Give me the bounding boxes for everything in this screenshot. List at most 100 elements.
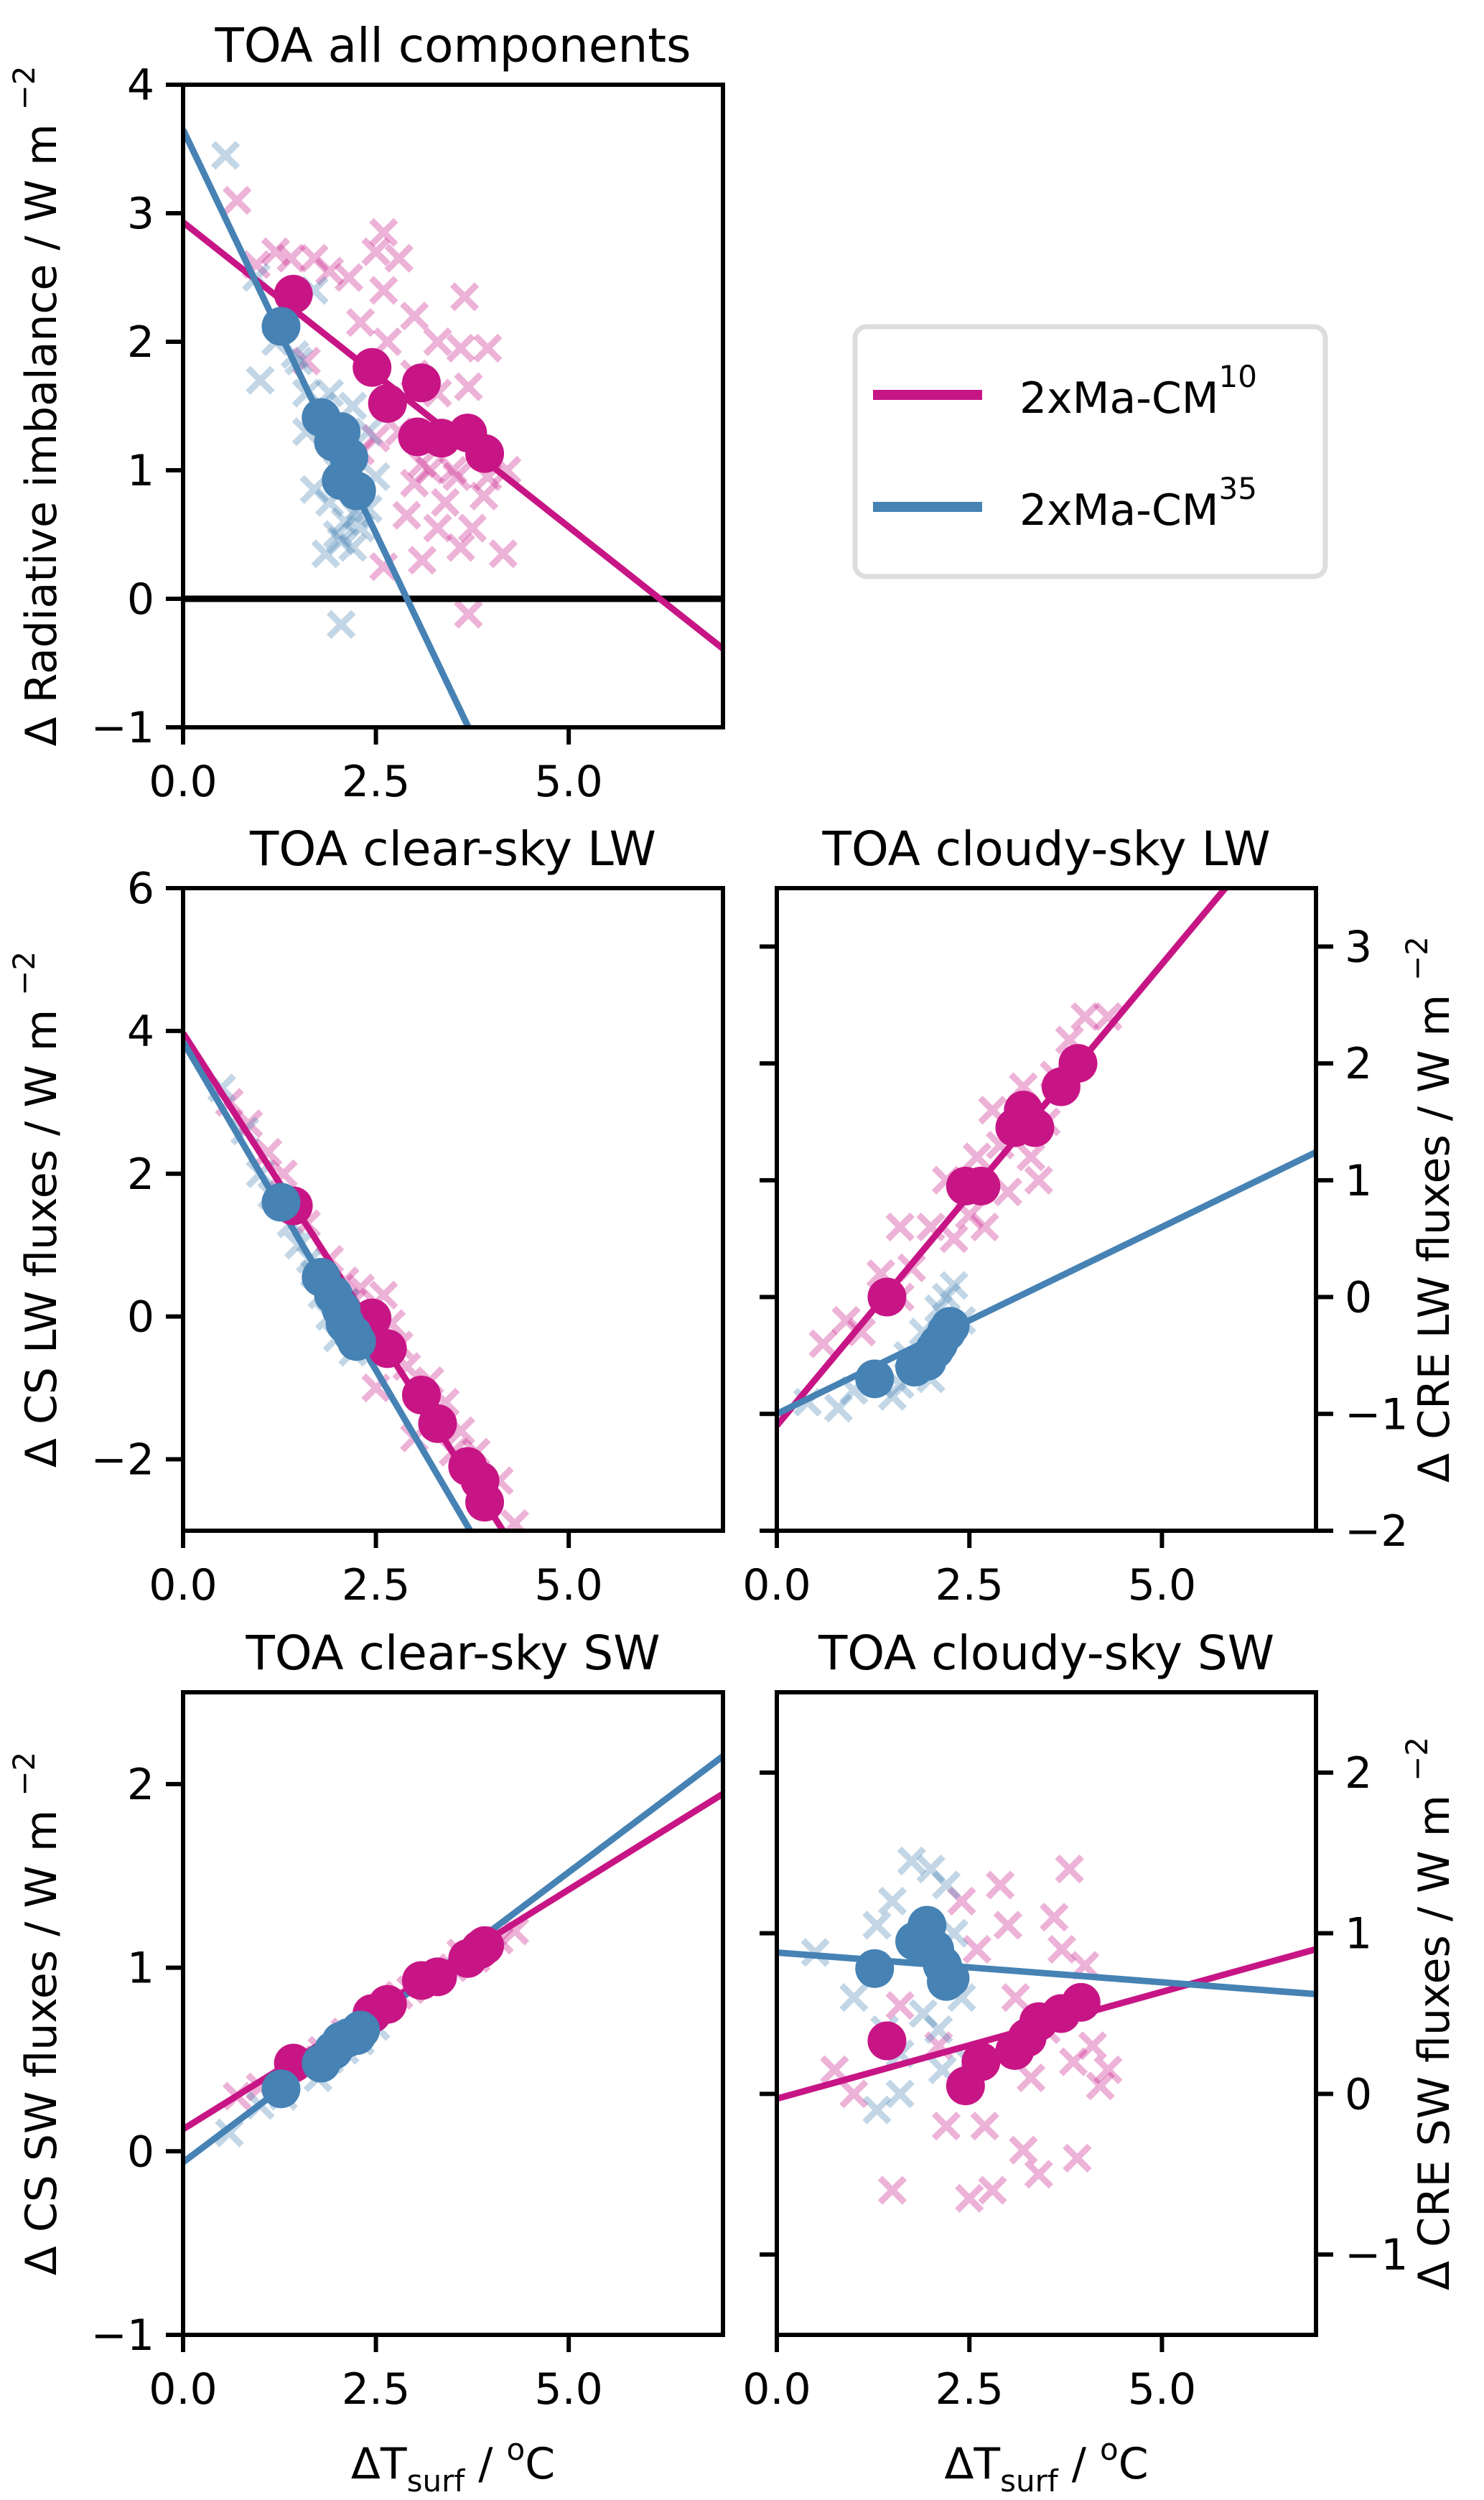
member-cross: [839, 2079, 869, 2109]
member-cross: [299, 243, 329, 273]
member-cross: [823, 1393, 854, 1423]
fit-line-pink: [183, 1031, 508, 1531]
member-cross: [223, 185, 252, 215]
member-cross: [978, 2175, 1007, 2205]
member-cross: [353, 417, 383, 447]
mean-point: [1015, 1108, 1055, 1147]
member-cross: [369, 276, 398, 305]
y-axis-label: Δ CRE LW fluxes / W m −2: [1399, 936, 1460, 1483]
y-tick-label: 3: [127, 189, 154, 239]
member-cross: [862, 1911, 892, 1940]
member-cross: [985, 1870, 1015, 1900]
member-cross: [473, 333, 503, 363]
y-tick-label: 2: [127, 1760, 154, 1810]
member-cross: [234, 1109, 263, 1139]
panel-toa-clear-lw: 0.0 2.5 5.0 −2 0 2 4 6 TOA clear-sky LW Δ CS LW f…: [6, 821, 725, 1610]
mean-point: [465, 1483, 505, 1522]
mean-point: [465, 434, 505, 473]
member-cross: [885, 2079, 915, 2109]
member-cross: [947, 1886, 976, 1916]
y-tick-label: 4: [127, 1007, 154, 1057]
mean-point: [930, 1959, 970, 1998]
mean-point: [465, 1926, 505, 1965]
y-axis-label-sup: −2: [6, 65, 42, 110]
member-cross: [1047, 1934, 1077, 1964]
fit-line-pink: [777, 888, 1230, 1428]
mean-point: [341, 2010, 381, 2050]
mean-point: [961, 2042, 1001, 2081]
member-cross: [500, 1508, 530, 1531]
mean-point: [418, 1957, 457, 1997]
y-axis-label-sup: −2: [6, 951, 42, 996]
means-blue: [261, 2010, 381, 2109]
member-cross: [438, 455, 468, 485]
axes-frame: [181, 886, 725, 1533]
y-axis-label-sup: −2: [1399, 936, 1434, 981]
member-cross: [885, 1212, 915, 1242]
x-tick-label: 2.5: [342, 1560, 410, 1610]
x-axis-label-unit: C: [525, 2439, 555, 2489]
panels: 0.0 2.5 5.0 −1 0 1 2 3 4 TOA all components Δ Radi…: [6, 18, 1460, 2499]
y-axis-label-text: Δ Radiative imbalance / W m: [17, 110, 67, 746]
means-blue: [261, 1183, 376, 1361]
member-cross: [488, 539, 518, 569]
y-tick-label: 1: [1345, 1909, 1372, 1959]
member-cross: [423, 327, 452, 357]
x-tick-label: 0.0: [149, 2364, 217, 2415]
y-axis-label-text: Δ CRE LW fluxes / W m: [1409, 981, 1460, 1483]
panel-title: TOA cloudy-sky SW: [818, 1626, 1274, 1681]
member-cross: [327, 610, 356, 639]
panel-title: TOA clear-sky SW: [245, 1626, 660, 1681]
y-axis-label-text: Δ CS LW fluxes / W m: [17, 996, 67, 1468]
x-tick-label: 2.5: [935, 2364, 1004, 2415]
y-tick-label: 0: [127, 1292, 154, 1343]
means-pink: [274, 274, 505, 473]
member-cross: [962, 1934, 992, 1964]
member-cross: [808, 1329, 838, 1358]
y-tick-label: 0: [127, 2127, 154, 2177]
x-tick-label: 5.0: [1128, 1560, 1196, 1610]
y-axis-label-text: Δ CS SW fluxes / W m: [17, 1796, 67, 2276]
mean-point: [274, 274, 313, 314]
x-axis-label-sep: /: [465, 2439, 506, 2489]
member-cross: [345, 307, 375, 337]
mean-point: [368, 383, 407, 423]
member-cross: [442, 462, 472, 492]
member-cross: [877, 1886, 907, 1916]
x-tick-label: 5.0: [534, 2364, 602, 2415]
mean-point: [1058, 1044, 1098, 1083]
member-cross: [261, 237, 291, 266]
y-tick-label: −2: [91, 1435, 154, 1485]
member-cross: [839, 1982, 869, 2012]
member-cross: [400, 302, 429, 331]
member-cross: [423, 513, 452, 543]
member-cross: [897, 1846, 926, 1876]
member-cross: [322, 520, 353, 549]
y-tick-label: 4: [127, 60, 154, 111]
member-cross: [970, 1212, 999, 1242]
axes-frame: [181, 83, 725, 729]
y-tick-label: 1: [127, 1944, 154, 1994]
legend-label-cm10: 2xMa-CM10: [1019, 359, 1257, 424]
member-cross: [846, 1317, 877, 1347]
panel-toa-all: 0.0 2.5 5.0 −1 0 1 2 3 4 TOA all components Δ Radi…: [6, 18, 725, 807]
y-axis-label: Δ CS SW fluxes / W m −2: [6, 1752, 67, 2276]
mean-point: [368, 1984, 407, 2024]
member-cross: [314, 256, 345, 286]
plot-area: [183, 1753, 723, 2165]
means-pink: [274, 1926, 505, 2083]
x-axis-label: ΔTsurf / oC: [944, 2432, 1148, 2499]
member-cross: [931, 1282, 961, 1312]
members-pink: [223, 185, 522, 629]
member-cross: [1016, 1142, 1046, 1172]
member-cross: [361, 424, 391, 453]
mean-point: [930, 1307, 970, 1346]
member-cross: [862, 2095, 892, 2124]
member-cross: [369, 218, 398, 248]
y-tick-label: 3: [1345, 922, 1372, 972]
y-axis-label-text: Δ CRE SW fluxes / W m: [1409, 1781, 1460, 2290]
x-tick-label: 5.0: [534, 1560, 602, 1610]
member-cross: [454, 600, 483, 629]
member-cross: [1016, 2063, 1046, 2093]
means-blue: [261, 307, 376, 510]
